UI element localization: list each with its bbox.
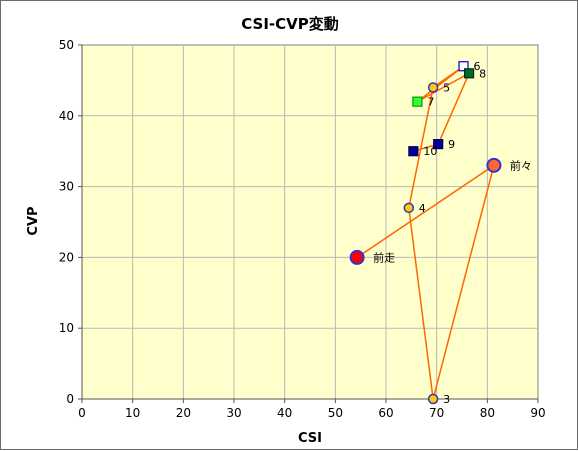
y-tick-label: 0 (66, 392, 74, 406)
x-tick-label: 50 (328, 406, 343, 420)
data-point (403, 202, 415, 214)
x-tick-label: 20 (176, 406, 191, 420)
x-tick-label: 90 (530, 406, 545, 420)
data-label: 前々 (510, 158, 532, 172)
x-tick-label: 60 (378, 406, 393, 420)
gridlines (81, 45, 538, 400)
x-tick-label: 40 (277, 406, 292, 420)
series-line (356, 65, 496, 400)
data-point (433, 139, 444, 150)
data-label: 7 (427, 96, 434, 109)
data-label: 3 (443, 393, 450, 406)
data-point (349, 249, 365, 265)
data-label: 前走 (373, 250, 395, 264)
data-point (486, 157, 502, 173)
y-tick-label: 30 (59, 180, 74, 194)
connecting-line (356, 65, 496, 400)
data-label: 5 (443, 81, 450, 94)
y-tick-label: 50 (59, 38, 74, 52)
y-axis-ticks: 0 10 20 30 40 50 (59, 38, 82, 406)
x-tick-label: 70 (429, 406, 444, 420)
x-tick-label: 0 (78, 406, 86, 420)
x-tick-label: 30 (226, 406, 241, 420)
data-label: 10 (423, 145, 437, 158)
data-point (408, 146, 419, 157)
data-labels: 前走 前々 3 4 5 6 7 8 9 10 (373, 60, 532, 406)
y-tick-label: 10 (59, 321, 74, 335)
data-point (412, 96, 423, 107)
x-tick-label: 10 (125, 406, 140, 420)
data-markers (349, 61, 502, 405)
data-label: 6 (474, 60, 481, 73)
y-tick-label: 20 (59, 250, 74, 264)
data-label: 9 (448, 138, 455, 151)
plot-area (81, 44, 539, 400)
y-axis-label: CVP (26, 206, 41, 235)
data-point (427, 82, 439, 93)
data-point (427, 393, 439, 405)
y-tick-label: 40 (59, 109, 74, 123)
data-point (458, 61, 469, 72)
data-label: 4 (419, 202, 426, 215)
x-tick-label: 80 (480, 406, 495, 420)
chart-title: CSI-CVP変動 (241, 15, 339, 33)
data-point (463, 68, 475, 79)
x-axis-ticks: 0 10 20 30 40 50 60 70 80 90 (78, 399, 546, 420)
data-label: 8 (479, 67, 486, 80)
x-axis-label: CSI (298, 431, 322, 446)
